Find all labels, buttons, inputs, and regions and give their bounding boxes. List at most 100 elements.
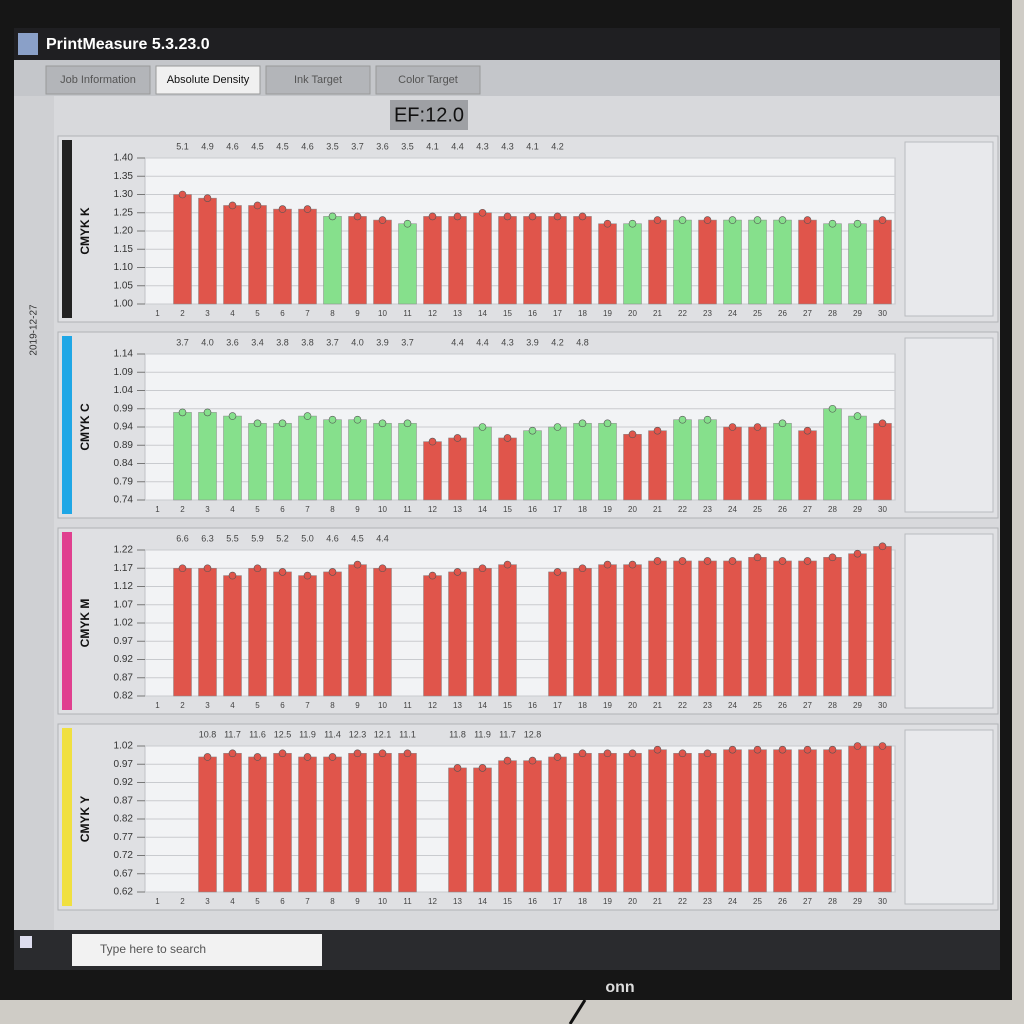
tab[interactable] xyxy=(155,65,261,95)
x-tick-label: 16 xyxy=(528,897,537,906)
tab[interactable] xyxy=(45,65,151,95)
x-tick-label: 5 xyxy=(255,897,260,906)
top-label: 3.5 xyxy=(326,141,339,151)
top-label: 11.7 xyxy=(224,729,241,739)
bar-cap xyxy=(278,419,287,428)
top-label: 11.7 xyxy=(499,729,516,739)
bar xyxy=(573,423,592,501)
bar-cap xyxy=(703,216,712,224)
x-tick-label: 26 xyxy=(778,897,787,906)
top-label: 6.6 xyxy=(176,533,189,543)
top-label: 4.6 xyxy=(226,141,239,151)
x-tick-label: 7 xyxy=(305,701,310,710)
bar xyxy=(648,560,667,697)
bar xyxy=(673,419,692,501)
bar xyxy=(723,426,742,501)
top-label: 4.0 xyxy=(201,337,214,347)
x-tick-label: 19 xyxy=(603,701,612,710)
x-tick-label: 24 xyxy=(728,897,737,906)
top-label: 11.6 xyxy=(249,729,266,739)
bar-cap xyxy=(403,219,412,228)
bar xyxy=(573,568,592,697)
top-label: 11.9 xyxy=(474,729,491,739)
bar-cap xyxy=(803,216,812,224)
y-tick-label: 1.02 xyxy=(114,741,134,752)
x-tick-label: 12 xyxy=(428,505,437,514)
bar xyxy=(173,568,192,697)
tab[interactable] xyxy=(265,65,371,95)
bar-cap xyxy=(428,571,437,580)
bar xyxy=(848,223,867,305)
bar xyxy=(748,749,767,893)
bar xyxy=(273,423,292,501)
job-label: 2019-12-27 xyxy=(29,304,40,356)
side-color xyxy=(62,336,72,514)
top-label: 3.4 xyxy=(251,337,264,347)
bar-cap xyxy=(603,219,612,228)
y-tick-label: 0.77 xyxy=(114,832,134,843)
y-tick-label: 1.14 xyxy=(114,349,134,360)
x-tick-label: 8 xyxy=(330,701,335,710)
bar-cap xyxy=(853,219,862,228)
x-tick-label: 13 xyxy=(453,505,462,514)
bar xyxy=(323,571,342,697)
x-tick-label: 16 xyxy=(528,309,537,318)
bar-cap xyxy=(778,419,787,428)
x-tick-label: 9 xyxy=(355,897,360,906)
side-diagram xyxy=(904,729,994,905)
y-tick-label: 0.97 xyxy=(114,636,134,647)
x-tick-label: 26 xyxy=(778,505,787,514)
bar-cap xyxy=(203,194,212,202)
x-tick-label: 7 xyxy=(305,505,310,514)
y-tick-label: 0.87 xyxy=(114,672,134,683)
top-label: 4.4 xyxy=(451,141,464,151)
x-tick-label: 21 xyxy=(653,309,662,318)
bar xyxy=(873,423,892,501)
bar-cap xyxy=(203,408,212,417)
tab[interactable] xyxy=(375,65,481,95)
bar xyxy=(748,426,767,501)
y-tick-label: 0.82 xyxy=(114,814,134,825)
chart-title: CMYK M xyxy=(78,599,92,648)
x-tick-label: 17 xyxy=(553,701,562,710)
bar-cap xyxy=(578,749,587,758)
top-label: 4.3 xyxy=(476,141,489,151)
bar-cap xyxy=(228,571,237,580)
bar xyxy=(698,560,717,697)
top-label: 3.8 xyxy=(276,337,289,347)
bar xyxy=(648,430,667,501)
x-tick-label: 21 xyxy=(653,701,662,710)
y-tick-label: 0.84 xyxy=(114,458,134,469)
bar-cap xyxy=(353,212,362,221)
x-tick-label: 24 xyxy=(728,505,737,514)
bar xyxy=(798,430,817,501)
x-tick-label: 23 xyxy=(703,897,712,906)
x-tick-label: 15 xyxy=(503,505,512,514)
top-label: 4.5 xyxy=(251,141,264,151)
x-tick-label: 26 xyxy=(778,309,787,318)
bar xyxy=(723,219,742,305)
bar-cap xyxy=(653,557,662,565)
bar xyxy=(398,423,417,501)
x-tick-label: 14 xyxy=(478,309,487,318)
y-tick-label: 1.10 xyxy=(114,262,134,273)
bar xyxy=(473,212,492,305)
bar xyxy=(398,753,417,893)
search-box[interactable] xyxy=(72,934,322,966)
bar xyxy=(423,441,442,501)
bar xyxy=(298,575,317,697)
bar xyxy=(723,560,742,697)
top-label: 11.1 xyxy=(399,729,416,739)
bar-cap xyxy=(753,423,762,431)
bar xyxy=(823,749,842,893)
top-label: 5.9 xyxy=(251,533,264,543)
y-tick-label: 1.20 xyxy=(114,226,134,237)
top-label: 5.2 xyxy=(276,533,289,543)
bar-cap xyxy=(553,212,562,221)
bar xyxy=(423,216,442,305)
x-tick-label: 10 xyxy=(378,897,387,906)
bar-cap xyxy=(678,216,687,224)
bar-cap xyxy=(503,212,512,221)
y-tick-label: 1.22 xyxy=(114,545,134,556)
bar-cap xyxy=(728,557,737,565)
